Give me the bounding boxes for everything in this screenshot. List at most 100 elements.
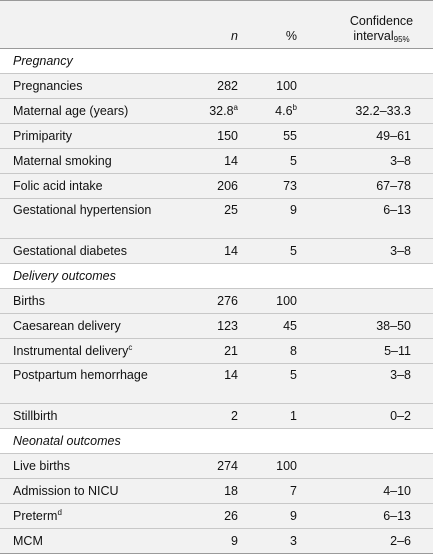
row-ci-text: 6–13	[383, 508, 411, 523]
row-ci: 3–8	[330, 148, 433, 174]
row-percent-text: 73	[283, 178, 297, 193]
row-label: Stillbirth	[0, 403, 185, 429]
row-percent-text: 45	[283, 318, 297, 333]
row-label: Births	[0, 288, 185, 314]
row-ci: 2–6	[330, 528, 433, 554]
row-percent: 8	[260, 338, 330, 364]
row-label-text: Admission to NICU	[13, 483, 119, 498]
row-n-text: 21	[224, 343, 238, 358]
section-title: Pregnancy	[0, 48, 433, 74]
row-label: Maternal smoking	[0, 148, 185, 174]
row-n-text: 14	[224, 368, 238, 382]
table-row: Primiparity 150 55 49–61	[0, 123, 433, 149]
row-ci	[330, 453, 433, 479]
row-label: Folic acid intake	[0, 173, 185, 199]
row-ci: 49–61	[330, 123, 433, 149]
table-row: Maternal smoking 14 5 3–8	[0, 148, 433, 174]
row-ci-text: 67–78	[376, 178, 411, 193]
row-label: Caesarean delivery	[0, 313, 185, 339]
row-n: 274	[185, 453, 260, 479]
row-percent: 5	[260, 363, 330, 404]
row-n-text: 276	[217, 293, 238, 308]
row-n-text: 25	[224, 203, 238, 217]
row-ci-text: 5–11	[384, 343, 411, 358]
row-label-text: Preterm	[13, 508, 58, 523]
row-percent-text: 1	[290, 408, 297, 423]
row-percent: 1	[260, 403, 330, 429]
row-percent-text: 5	[290, 368, 297, 382]
row-n: 9	[185, 528, 260, 554]
row-n-text: 274	[217, 458, 238, 473]
row-ci: 4–10	[330, 478, 433, 504]
row-percent: 100	[260, 288, 330, 314]
table-row: Caesarean delivery 123 45 38–50	[0, 313, 433, 339]
row-n-text: 150	[217, 128, 238, 143]
row-label-text: Births	[13, 293, 45, 308]
row-ci	[330, 288, 433, 314]
row-percent: 5	[260, 238, 330, 264]
header-ci-line2: interval	[353, 29, 394, 43]
row-n: 14	[185, 363, 260, 404]
table-row: Births 276 100	[0, 288, 433, 314]
row-label-text: Gestational hypertension	[13, 203, 152, 217]
row-percent-text: 4.6	[275, 103, 293, 118]
row-label-text: Instrumental delivery	[13, 343, 129, 358]
row-percent-text: 9	[290, 508, 297, 523]
row-n-footnote: a	[233, 102, 238, 112]
row-percent: 3	[260, 528, 330, 554]
row-percent-text: 55	[283, 128, 297, 143]
row-label-text: Maternal age (years)	[13, 103, 129, 118]
row-percent-text: 100	[276, 293, 297, 308]
row-ci: 67–78	[330, 173, 433, 199]
row-percent-footnote: b	[292, 102, 297, 112]
row-ci: 3–8	[330, 238, 433, 264]
table-row: Stillbirth 2 1 0–2	[0, 403, 433, 429]
section-title: Neonatal outcomes	[0, 428, 433, 454]
row-n: 206	[185, 173, 260, 199]
row-label: Gestational diabetes	[0, 238, 185, 264]
row-ci-text: 49–61	[376, 128, 411, 143]
row-n: 18	[185, 478, 260, 504]
table-row: MCM 9 3 2–6	[0, 528, 433, 554]
row-percent: 4.6b	[260, 98, 330, 124]
row-n-text: 2	[231, 408, 238, 423]
row-percent-text: 100	[276, 78, 297, 93]
row-percent-text: 3	[290, 533, 297, 548]
row-label: Postpartum hemorrhage	[0, 363, 185, 404]
row-n: 282	[185, 73, 260, 99]
row-n-text: 206	[217, 178, 238, 193]
row-n: 276	[185, 288, 260, 314]
table-row: Live births 274 100	[0, 453, 433, 479]
row-label-text: MCM	[13, 533, 43, 548]
section-title: Delivery outcomes	[0, 263, 433, 289]
row-ci: 5–11	[330, 338, 433, 364]
row-label: Admission to NICU	[0, 478, 185, 504]
row-n: 150	[185, 123, 260, 149]
row-label: MCM	[0, 528, 185, 554]
row-label: Maternal age (years)	[0, 98, 185, 124]
row-ci-text: 3–8	[390, 153, 411, 168]
row-n: 25	[185, 198, 260, 239]
row-n: 26	[185, 503, 260, 529]
row-n: 123	[185, 313, 260, 339]
row-ci: 38–50	[330, 313, 433, 339]
table-header-row: n % Confidence interval95%	[0, 0, 433, 49]
row-percent: 5	[260, 148, 330, 174]
section-header-row: Neonatal outcomes	[0, 428, 433, 454]
table-row: Gestational diabetes 14 5 3–8	[0, 238, 433, 264]
table-body: Pregnancy Pregnancies 282 100 Maternal age (…	[0, 48, 433, 554]
row-ci-text: 2–6	[390, 533, 411, 548]
row-percent: 73	[260, 173, 330, 199]
table-row: Gestational hypertension 25 9 6–13	[0, 198, 433, 239]
row-label-text: Caesarean delivery	[13, 318, 121, 333]
row-n: 21	[185, 338, 260, 364]
row-n-text: 32.8	[209, 103, 234, 118]
table-row: Postpartum hemorrhage 14 5 3–8	[0, 363, 433, 404]
row-label: Primiparity	[0, 123, 185, 149]
row-percent-text: 100	[276, 458, 297, 473]
table-row: Maternal age (years) 32.8a 4.6b 32.2–33.3	[0, 98, 433, 124]
row-n-text: 14	[224, 153, 238, 168]
row-ci: 3–8	[330, 363, 433, 404]
row-label: Gestational hypertension	[0, 198, 185, 239]
row-n: 14	[185, 148, 260, 174]
